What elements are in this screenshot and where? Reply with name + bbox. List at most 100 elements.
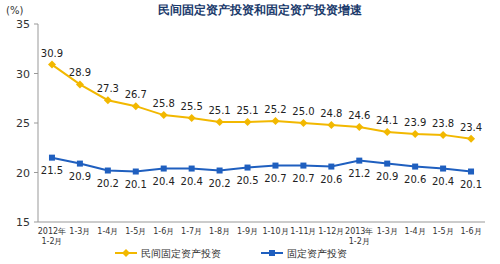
data-label: 28.9 xyxy=(69,67,91,78)
data-label: 24.6 xyxy=(348,110,370,121)
marker xyxy=(77,161,83,167)
y-tick-label: 15 xyxy=(16,216,30,229)
y-tick-label: 25 xyxy=(16,117,30,130)
marker xyxy=(133,169,139,175)
data-label: 20.6 xyxy=(404,174,426,185)
data-label: 20.9 xyxy=(69,171,91,182)
marker xyxy=(269,250,275,256)
marker xyxy=(384,161,390,167)
tick xyxy=(34,73,38,74)
data-label: 21.5 xyxy=(41,165,63,176)
tick xyxy=(34,123,38,124)
marker xyxy=(188,114,196,122)
marker xyxy=(48,61,56,69)
marker xyxy=(440,166,446,172)
marker xyxy=(355,123,363,131)
marker xyxy=(328,164,334,170)
plot-area xyxy=(48,61,475,175)
data-label: 30.9 xyxy=(41,48,63,59)
tick xyxy=(34,24,38,25)
x-tick-label: 1-4月 xyxy=(97,227,118,236)
x-tick-label: 2013年1-2月 xyxy=(345,227,373,246)
tick xyxy=(34,172,38,173)
data-label: 25.2 xyxy=(264,104,286,115)
marker xyxy=(356,158,362,164)
legend-label: 固定资产投资 xyxy=(287,248,347,259)
x-tick-label: 1-5月 xyxy=(125,227,146,236)
marker xyxy=(216,118,224,126)
data-label: 20.7 xyxy=(264,173,286,184)
data-label: 26.7 xyxy=(125,89,147,100)
marker xyxy=(122,249,130,257)
data-label: 20.5 xyxy=(236,175,258,186)
x-axis xyxy=(38,222,485,223)
marker xyxy=(245,165,251,171)
marker xyxy=(189,166,195,172)
legend-item: 固定资产投资 xyxy=(261,248,347,259)
x-tick-label: 1-3月 xyxy=(69,227,90,236)
marker xyxy=(411,130,419,138)
marker xyxy=(468,169,474,175)
data-label: 25.5 xyxy=(181,101,203,112)
x-tick-label: 1-6月 xyxy=(153,227,174,236)
title: 民间固定资产投资和固定资产投资增速 xyxy=(158,3,363,17)
y-axis xyxy=(38,24,39,222)
data-label: 20.4 xyxy=(181,176,203,187)
data-label: 23.9 xyxy=(404,117,426,128)
y-tick-label: 35 xyxy=(16,18,30,31)
data-label: 25.1 xyxy=(236,105,258,116)
data-label: 20.6 xyxy=(320,174,342,185)
legend-item: 民间固定资产投资 xyxy=(115,248,221,259)
marker xyxy=(104,96,112,104)
x-tick-label: 1-6月 xyxy=(460,227,481,236)
data-label: 27.3 xyxy=(97,83,119,94)
marker xyxy=(132,102,140,110)
data-label: 20.2 xyxy=(97,178,119,189)
marker xyxy=(412,164,418,170)
data-label: 20.4 xyxy=(153,176,175,187)
tick xyxy=(34,222,38,223)
data-label: 25.8 xyxy=(153,98,175,109)
marker xyxy=(271,117,279,125)
data-label: 24.8 xyxy=(320,108,342,119)
x-tick-label: 1-11月 xyxy=(290,227,316,236)
marker xyxy=(160,111,168,119)
x-tick-label: 2012年1-2月 xyxy=(38,227,66,246)
y-tick-label: 30 xyxy=(16,68,30,81)
data-label: 24.1 xyxy=(376,115,398,126)
marker xyxy=(217,168,223,174)
marker xyxy=(383,128,391,136)
data-label: 20.9 xyxy=(376,171,398,182)
marker xyxy=(76,80,84,88)
marker xyxy=(327,121,335,129)
x-tick-label: 1-7月 xyxy=(181,227,202,236)
data-label: 25.1 xyxy=(208,105,230,116)
data-label: 20.2 xyxy=(208,178,230,189)
marker xyxy=(161,166,167,172)
x-tick-label: 1-3月 xyxy=(377,227,398,236)
data-label: 25.0 xyxy=(292,106,314,117)
x-tick-label: 1-4月 xyxy=(405,227,426,236)
x-tick-label: 1-9月 xyxy=(237,227,258,236)
data-label: 21.2 xyxy=(348,168,370,179)
y-tick-label: 20 xyxy=(16,167,30,180)
x-tick-label: 1-5月 xyxy=(433,227,454,236)
data-label: 20.7 xyxy=(292,173,314,184)
x-tick-label: 1-10月 xyxy=(262,227,288,236)
x-tick-label: 1-12月 xyxy=(318,227,344,236)
marker xyxy=(244,118,252,126)
data-label: 20.1 xyxy=(125,179,147,190)
data-label: 20.1 xyxy=(460,179,482,190)
marker xyxy=(467,135,475,143)
data-label: 20.4 xyxy=(432,176,454,187)
marker xyxy=(49,155,55,161)
legend-label: 民间固定资产投资 xyxy=(141,248,221,259)
marker xyxy=(439,131,447,139)
data-label: 23.4 xyxy=(460,122,482,133)
marker xyxy=(272,163,278,169)
series-line xyxy=(52,158,471,172)
data-label: 23.8 xyxy=(432,118,454,129)
marker xyxy=(105,168,111,174)
x-tick-label: 1-8月 xyxy=(209,227,230,236)
series-line xyxy=(52,65,471,139)
